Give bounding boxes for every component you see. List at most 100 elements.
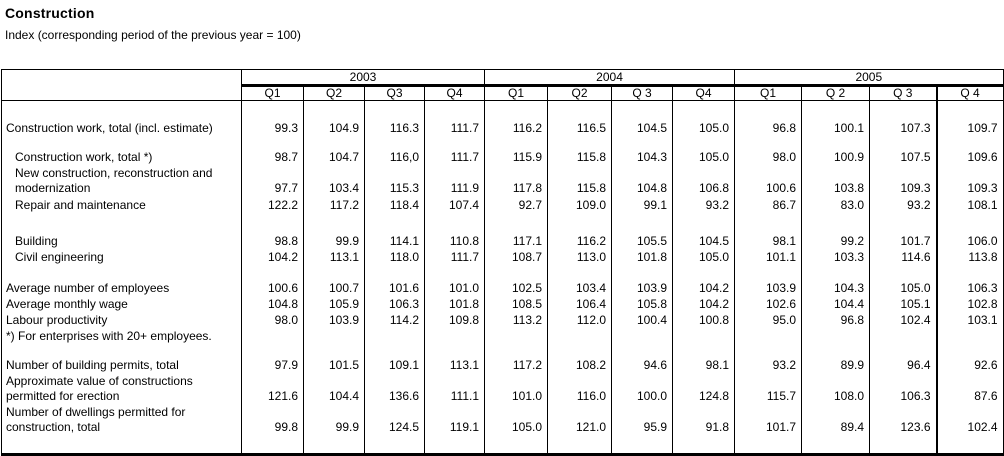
value-cell: 108.1 xyxy=(935,196,1004,214)
value-cell: 100.6 xyxy=(734,165,802,197)
value-cell: 113.1 xyxy=(423,357,485,374)
empty-cell xyxy=(547,344,612,358)
value-cell: 114.1 xyxy=(364,233,425,250)
value-cell: 107.3 xyxy=(869,120,937,137)
row-label: Average monthly wage xyxy=(6,296,128,311)
table-row: Construction work, total *) 98.7 104.7 116,… xyxy=(2,149,1004,166)
quarter-header-2005-q4: Q 4 xyxy=(935,85,1004,101)
table-body: Construction work, total (incl. estimate… xyxy=(2,100,1004,455)
value-cell: 100.9 xyxy=(801,149,870,166)
value-cell: 104.4 xyxy=(303,373,365,405)
value-cell: 117.8 xyxy=(484,165,548,197)
value-cell: 124.8 xyxy=(672,373,735,405)
table-row: Number of building permits, total 97.9 101… xyxy=(2,357,1004,374)
value-cell: 104.5 xyxy=(611,120,673,137)
value-cell: 104.2 xyxy=(241,249,304,266)
empty-cell xyxy=(734,136,802,150)
year-header-2005: 2005 xyxy=(734,69,1004,87)
empty-label-cell xyxy=(2,214,242,234)
empty-cell xyxy=(364,344,425,358)
value-cell: 106.3 xyxy=(364,296,425,313)
value-cell: 117.2 xyxy=(303,196,365,214)
empty-cell xyxy=(364,435,425,455)
row-label: Approximate value of constructions permi… xyxy=(6,373,193,403)
empty-cell xyxy=(303,136,365,150)
quarter-header-2004-q1: Q1 xyxy=(484,85,548,101)
value-cell: 95.0 xyxy=(734,312,802,329)
value-cell: 104.8 xyxy=(241,296,304,313)
value-cell: 94.6 xyxy=(611,357,673,374)
table-row: Repair and maintenance 122.2 117.2 118.4 107… xyxy=(2,196,1004,214)
empty-cell xyxy=(801,328,870,345)
value-cell: 102.4 xyxy=(935,404,1004,436)
empty-cell xyxy=(547,100,612,121)
value-cell: 98.1 xyxy=(734,233,802,250)
empty-cell xyxy=(611,100,673,121)
empty-cell xyxy=(303,344,365,358)
value-cell: 102.4 xyxy=(869,312,937,329)
spacer-row xyxy=(2,100,1004,121)
table-row: Civil engineering 104.2 113.1 118.0 111.7 108… xyxy=(2,249,1004,266)
value-cell: 122.2 xyxy=(241,196,304,214)
value-cell: 99.1 xyxy=(611,196,673,214)
quarter-header-2005-q3: Q 3 xyxy=(869,85,937,101)
value-cell: 98.8 xyxy=(241,233,304,250)
empty-label-cell xyxy=(2,345,242,358)
empty-cell xyxy=(547,435,612,455)
value-cell: 105.0 xyxy=(672,249,735,266)
table-row: Labour productivity 98.0 103.9 114.2 109.8 11… xyxy=(2,312,1004,329)
value-cell: 103.8 xyxy=(801,165,870,197)
value-cell: 86.7 xyxy=(734,196,802,214)
quarter-header-2005-q1: Q1 xyxy=(734,85,802,101)
empty-cell xyxy=(303,100,365,121)
value-cell: 101.7 xyxy=(734,404,802,436)
value-cell: 103.4 xyxy=(303,165,365,197)
value-cell: 96.8 xyxy=(801,312,870,329)
value-cell: 98.0 xyxy=(241,312,304,329)
quarter-header-2004-q2: Q2 xyxy=(547,85,612,101)
empty-cell xyxy=(303,328,365,345)
value-cell: 108.5 xyxy=(484,296,548,313)
empty-cell xyxy=(241,344,304,358)
empty-cell xyxy=(364,136,425,150)
value-cell: 118.4 xyxy=(364,196,425,214)
value-cell: 114.6 xyxy=(869,249,937,266)
value-cell: 99.3 xyxy=(241,120,304,137)
value-cell: 111.7 xyxy=(423,249,485,266)
value-cell: 109.1 xyxy=(364,357,425,374)
value-cell: 92.6 xyxy=(935,357,1004,374)
empty-cell xyxy=(484,328,548,345)
quarter-header-2003-q4: Q4 xyxy=(423,85,485,101)
empty-cell xyxy=(869,213,937,234)
empty-cell xyxy=(869,265,937,281)
value-cell: 104.8 xyxy=(611,165,673,197)
value-cell: 111.7 xyxy=(423,120,485,137)
empty-cell xyxy=(303,435,365,455)
empty-cell xyxy=(672,136,735,150)
empty-cell xyxy=(672,328,735,345)
value-cell: 103.3 xyxy=(801,249,870,266)
value-cell: 105.8 xyxy=(611,296,673,313)
empty-cell xyxy=(241,136,304,150)
value-cell: 117.2 xyxy=(484,357,548,374)
value-cell: 89.4 xyxy=(801,404,870,436)
table-row: Average monthly wage 104.8 105.9 106.3 101.8… xyxy=(2,296,1004,313)
row-label: Construction work, total (incl. estimate… xyxy=(6,120,213,135)
empty-cell xyxy=(241,435,304,455)
value-cell: 105.1 xyxy=(869,296,937,313)
empty-label-cell xyxy=(2,266,242,281)
empty-cell xyxy=(423,328,485,345)
value-cell: 102.8 xyxy=(935,296,1004,313)
value-cell: 109.6 xyxy=(935,149,1004,166)
value-cell: 96.8 xyxy=(734,120,802,137)
footnote-row: *) For enterprises with 20+ employees. xyxy=(2,328,1004,345)
value-cell: 101.0 xyxy=(484,373,548,405)
empty-cell xyxy=(869,328,937,345)
empty-cell xyxy=(935,435,1004,455)
value-cell: 91.8 xyxy=(672,404,735,436)
empty-cell xyxy=(734,328,802,345)
value-cell: 116.5 xyxy=(547,120,612,137)
